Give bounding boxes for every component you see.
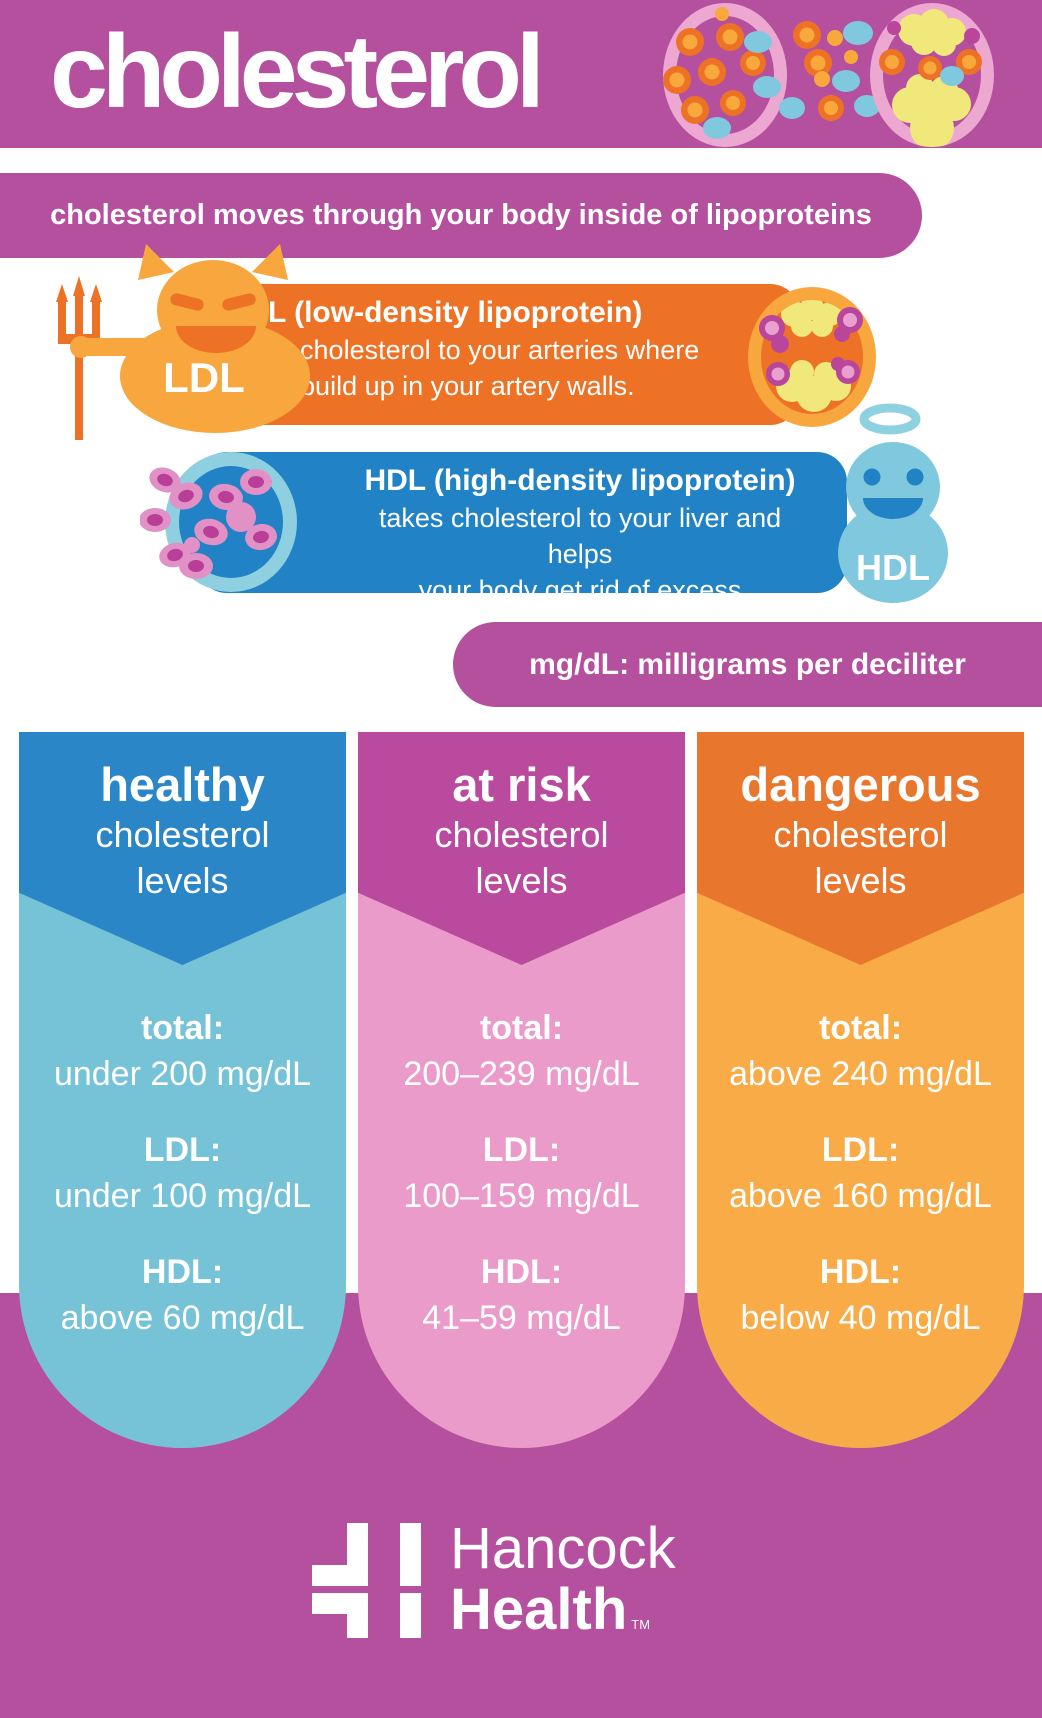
clogged-artery-icon [748,287,876,427]
healthy-subtitle2: levels [136,860,229,901]
level-group: total: 200–239 mg/dL [358,1005,685,1097]
healthy-title: healthy [100,758,265,811]
level-group: LDL: 100–159 mg/dL [358,1127,685,1219]
level-label: HDL: [480,1253,563,1291]
hancock-wordmark: Hancock Health TM [450,1518,676,1655]
level-label: total: [140,1009,225,1047]
hdl-line1: takes cholesterol to your liver and help… [378,503,782,569]
level-label: total: [479,1009,564,1047]
at-risk-title: at risk [452,758,591,811]
level-value: above 160 mg/dL [729,1177,992,1215]
level-label: LDL: [821,1131,900,1169]
dangerous-title: dangerous [740,758,981,811]
level-value: above 240 mg/dL [729,1055,992,1093]
dangerous-subtitle2: levels [814,860,907,901]
page-title: cholesterol [50,14,545,130]
level-label: LDL: [482,1131,561,1169]
level-label: HDL: [141,1253,224,1291]
level-value: under 200 mg/dL [53,1055,312,1093]
halo-icon [859,403,921,435]
at-risk-levels: total: 200–239 mg/dL LDL: 100–159 mg/dL … [358,1005,685,1371]
healthy-column: healthy cholesterol levels total: under … [19,732,346,1448]
level-value: 200–239 mg/dL [403,1055,640,1093]
at-risk-subtitle2: levels [475,860,568,901]
level-label: HDL: [819,1253,902,1291]
at-risk-subtitle1: cholesterol [434,814,609,855]
healthy-vessel-icon [140,452,297,592]
level-group: HDL: above 60 mg/dL [19,1249,346,1341]
hdl-description: HDL (high-density lipoprotein) takes cho… [360,462,800,644]
level-value: under 100 mg/dL [53,1177,312,1215]
lipoprotein-banner-text: cholesterol moves through your body insi… [50,199,872,231]
trademark-symbol: TM [631,1617,651,1632]
unit-note-text: mg/dL: milligrams per deciliter [529,647,966,681]
level-group: LDL: above 160 mg/dL [697,1127,1024,1219]
level-group: total: above 240 mg/dL [697,1005,1024,1097]
brand-line2: Health TM [450,1577,651,1642]
level-group: LDL: under 100 mg/dL [19,1127,346,1219]
dangerous-column: dangerous cholesterol levels total: abov… [697,732,1024,1448]
ldl-heading: LDL (low-density lipoprotein) [228,296,643,329]
hancock-health-logo: Hancock Health TM [312,1518,676,1655]
level-label: total: [818,1009,903,1047]
hdl-panel [197,452,847,593]
blood-vessels-icon [663,3,994,147]
ldl-devil-character-icon: LDL [56,244,310,440]
level-value: 100–159 mg/dL [403,1177,640,1215]
ldl-line1: takes cholesterol to your arteries where [228,335,700,365]
level-label: LDL: [143,1131,222,1169]
dangerous-subtitle1: cholesterol [773,814,948,855]
lipoprotein-banner: cholesterol moves through your body insi… [0,173,922,258]
level-group: HDL: below 40 mg/dL [697,1249,1024,1341]
level-group: HDL: 41–59 mg/dL [358,1249,685,1341]
healthy-levels: total: under 200 mg/dL LDL: under 100 mg… [19,1005,346,1371]
unit-note-banner: mg/dL: milligrams per deciliter [453,622,1042,707]
ldl-badge: LDL [163,354,245,401]
healthy-subtitle1: cholesterol [95,814,270,855]
dangerous-levels: total: above 240 mg/dL LDL: above 160 mg… [697,1005,1024,1371]
level-value: below 40 mg/dL [740,1299,981,1337]
hdl-heading: HDL (high-density lipoprotein) [364,464,796,497]
hdl-angel-character-icon: HDL [838,403,948,603]
level-value: 41–59 mg/dL [422,1299,621,1337]
level-group: total: under 200 mg/dL [19,1005,346,1097]
hancock-cross-icon [312,1523,421,1638]
level-value: above 60 mg/dL [60,1299,305,1337]
brand-line1: Hancock [450,1516,676,1581]
hdl-badge: HDL [856,547,930,588]
at-risk-column: at risk cholesterol levels total: 200–23… [358,732,685,1448]
